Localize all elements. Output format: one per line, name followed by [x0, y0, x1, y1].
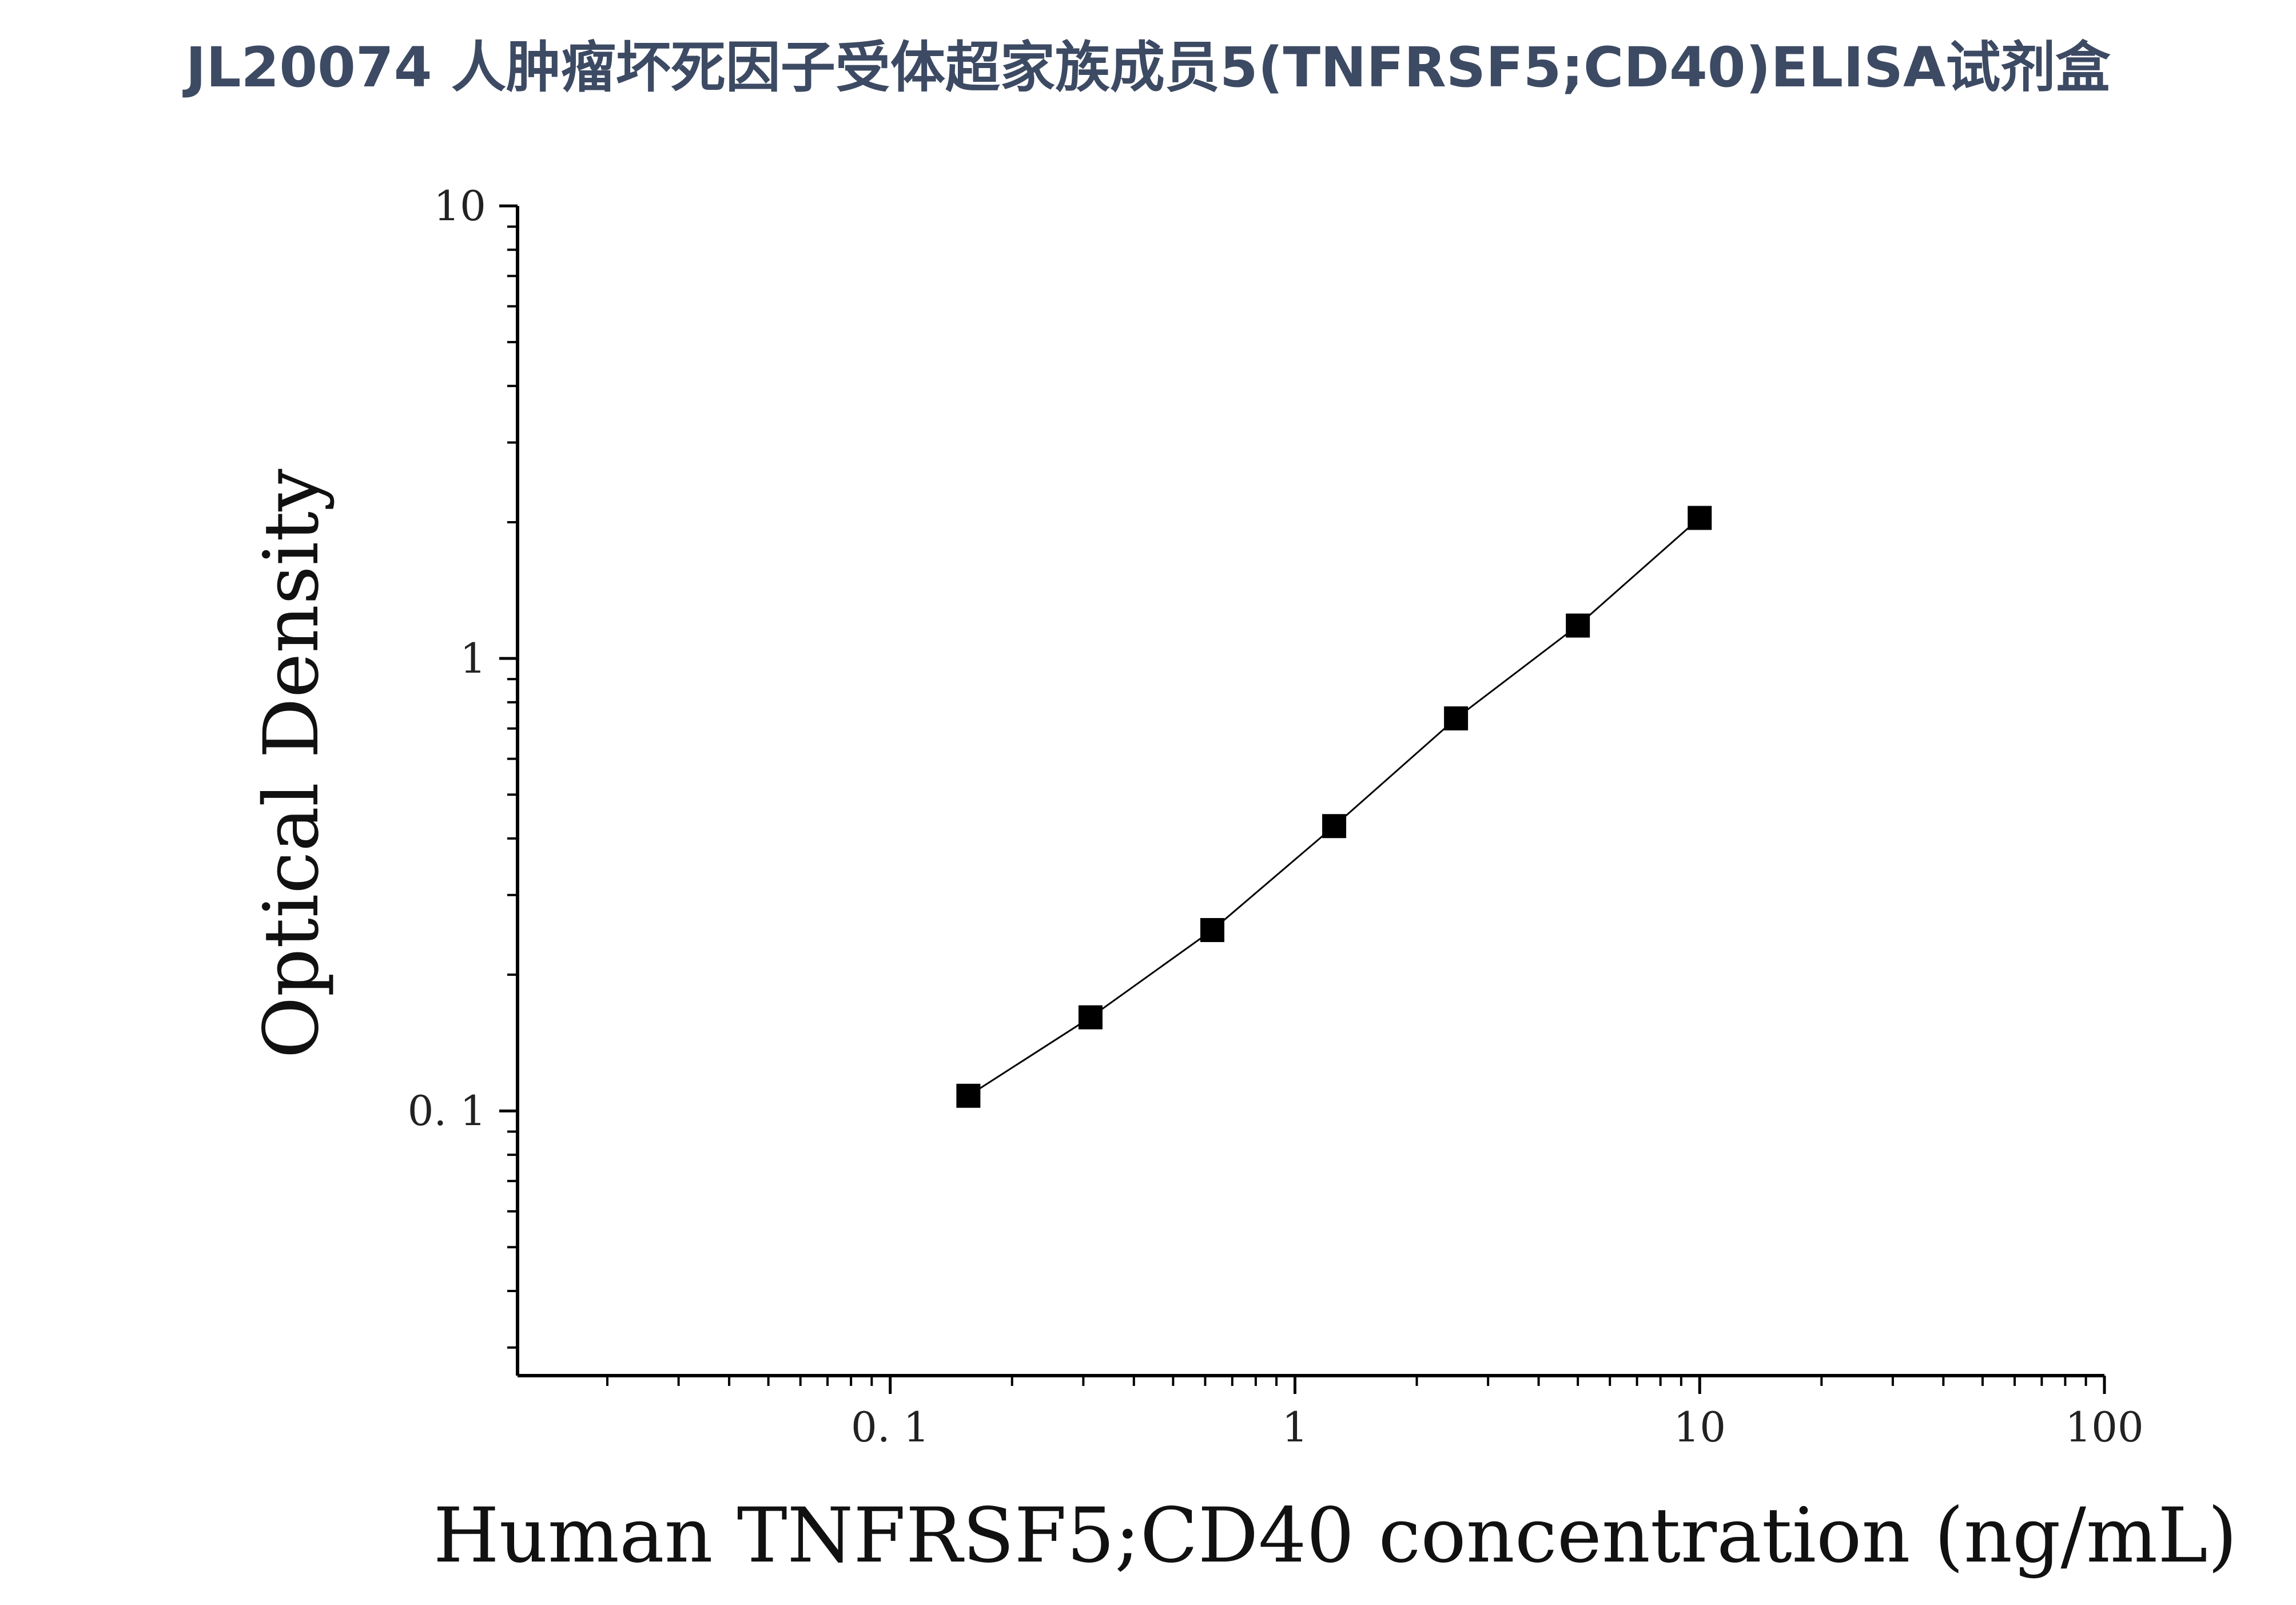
y-tick-label: 0. 1: [408, 1087, 486, 1135]
x-tick-label: 10: [1673, 1403, 1726, 1451]
series-line: [968, 517, 1701, 1097]
data-point: [1322, 814, 1347, 839]
axes: [516, 206, 2104, 1377]
x-tick-label: 100: [2065, 1403, 2143, 1451]
data-point: [956, 1083, 981, 1108]
x-axis-label: Human TNFRSF5;CD40 concentration (ng/mL): [433, 1492, 2238, 1580]
chart-title: JL20074 人肿瘤坏死因子受体超家族成员5(TNFRSF5;CD40)ELI…: [185, 35, 2111, 100]
y-axis-label: Optical Density: [248, 468, 336, 1059]
x-tick-label: 1: [1282, 1403, 1308, 1451]
y-tick-label: 10: [433, 182, 486, 230]
data-point: [1078, 1005, 1103, 1030]
data-point: [1200, 918, 1225, 943]
plot-area: [956, 506, 1712, 1108]
tick-labels: 0. 1 1 10 100 0. 1 1 10: [408, 182, 2144, 1451]
y-tick-label: 1: [460, 634, 486, 682]
axis-ticks: [499, 204, 2106, 1394]
data-point: [1566, 613, 1590, 638]
x-tick-label: 0. 1: [851, 1403, 929, 1451]
data-point: [1444, 706, 1469, 730]
data-point: [1688, 506, 1712, 530]
